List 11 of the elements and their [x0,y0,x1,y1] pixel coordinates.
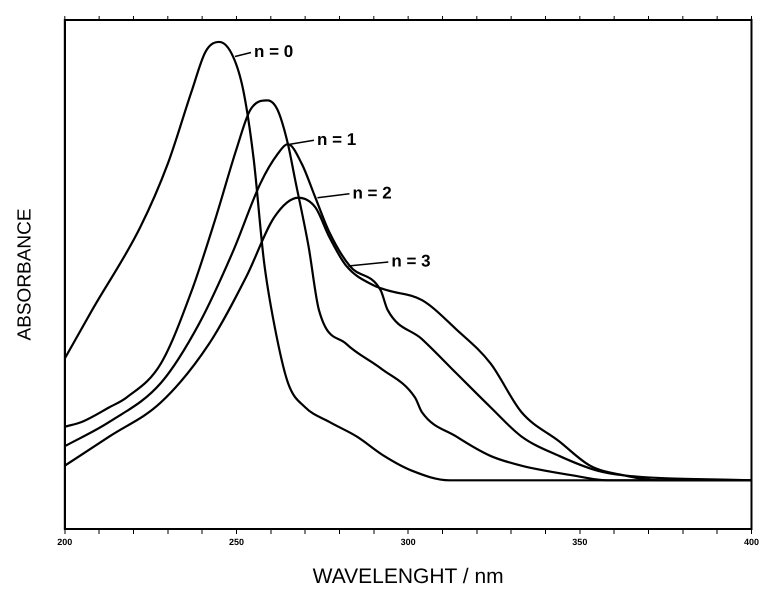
x-tick-label: 350 [572,536,588,547]
legend-label: n = 3 [391,252,431,271]
x-tick-label: 250 [228,536,244,547]
y-axis-title: ABSORBANCE [14,208,36,340]
legend-label: n = 1 [316,130,356,149]
x-tick-label: 200 [57,536,72,547]
legend-label: n = 0 [254,42,294,62]
legend-label: n = 2 [352,183,392,202]
x-tick-label: 400 [744,536,760,547]
x-tick-label: 300 [400,536,416,547]
x-axis-title: WAVELENGHT / nm [312,565,504,588]
